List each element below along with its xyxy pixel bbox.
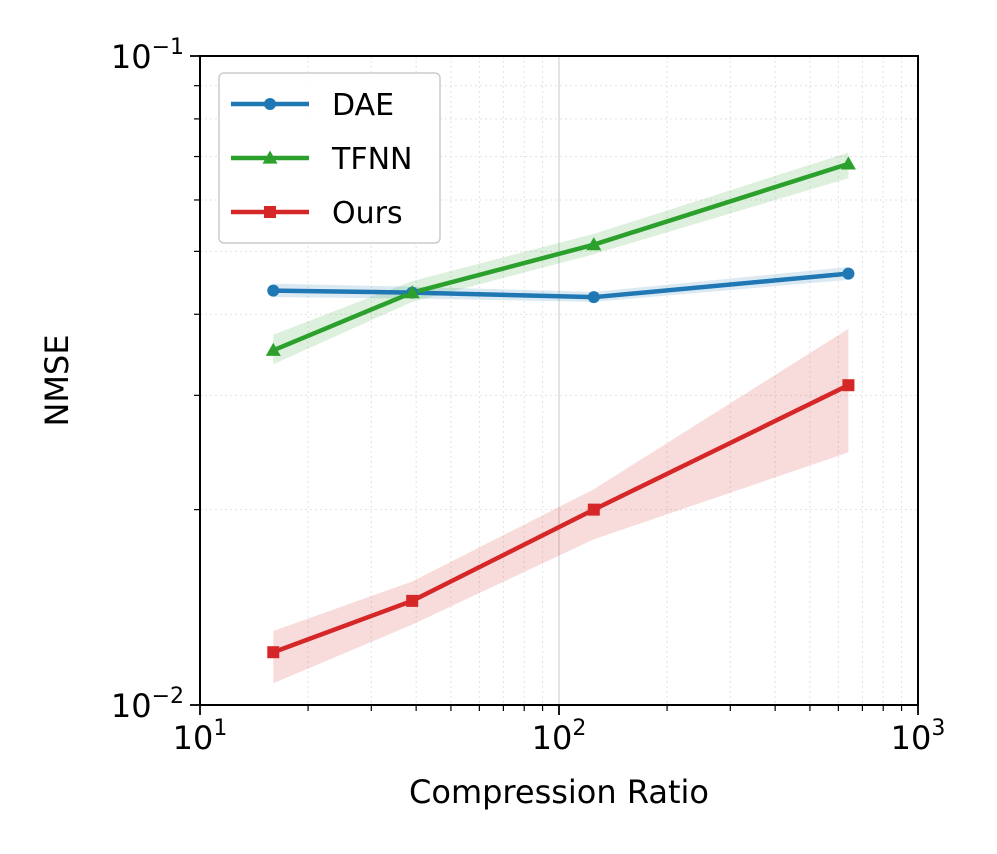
dae-data-point xyxy=(842,267,855,280)
ours-data-point xyxy=(842,379,855,392)
y-axis-label: NMSE xyxy=(38,334,76,426)
legend-frame xyxy=(218,72,441,244)
legend-marker-dae xyxy=(264,98,276,110)
x-tick-exp: 2 xyxy=(572,716,586,741)
series-lines xyxy=(272,161,850,655)
ours-data-point xyxy=(587,503,600,516)
ours-series-line xyxy=(272,383,850,655)
tfnn-data-point xyxy=(840,156,856,170)
y-tick-exp: −2 xyxy=(152,684,184,709)
x-tick-label: 102 xyxy=(532,716,587,757)
legend-label-ours: Ours xyxy=(332,196,403,231)
y-tick-label: 10−2 xyxy=(111,684,184,725)
x-axis-label: Compression Ratio xyxy=(409,773,709,811)
ours-confidence-band xyxy=(273,328,849,684)
x-tick-base: 10 xyxy=(173,719,214,757)
dae-data-point xyxy=(267,284,280,297)
x-tick-exp: 1 xyxy=(213,716,227,741)
x-tick-base: 10 xyxy=(891,719,932,757)
ours-data-point xyxy=(267,646,280,659)
x-tick-label: 101 xyxy=(173,716,228,757)
x-tick-exp: 3 xyxy=(931,716,945,741)
legend-label-dae: DAE xyxy=(332,88,394,123)
tfnn-confidence-band xyxy=(273,152,849,365)
x-tick-base: 10 xyxy=(532,719,573,757)
ours-data-point xyxy=(406,594,419,607)
legend: DAE TFNN Ours xyxy=(218,72,441,244)
y-tick-exp: −1 xyxy=(152,35,184,60)
tfnn-data-point xyxy=(404,285,420,299)
y-tick-label: 10−1 xyxy=(111,35,184,76)
tfnn-data-point xyxy=(265,342,281,356)
dae-data-point xyxy=(587,291,600,304)
y-tick-base: 10 xyxy=(111,38,152,76)
legend-label-tfnn: TFNN xyxy=(331,142,412,177)
x-tick-label: 103 xyxy=(891,716,946,757)
axis-ticks xyxy=(190,55,919,715)
tfnn-series-line xyxy=(272,161,850,353)
dae-series-line xyxy=(273,271,849,300)
legend-marker-tfnn xyxy=(262,150,278,164)
tfnn-data-point xyxy=(586,237,602,251)
series-markers xyxy=(265,156,856,659)
y-tick-base: 10 xyxy=(111,687,152,725)
legend-marker-ours xyxy=(264,206,276,218)
